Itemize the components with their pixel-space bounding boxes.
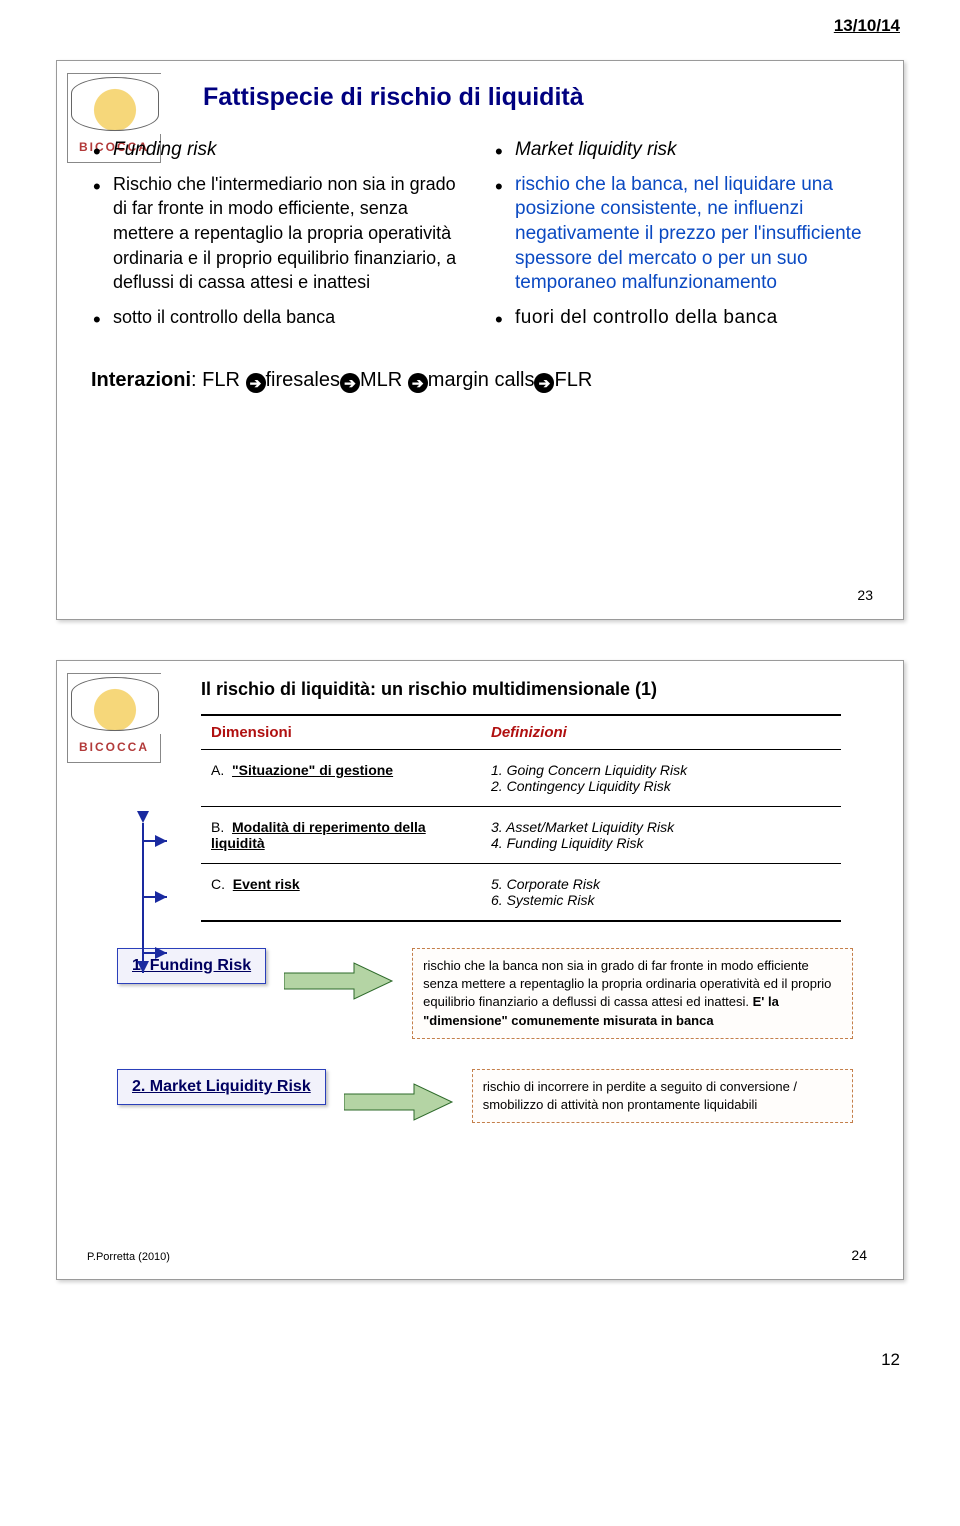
table-row: C. Event risk Corporate Risk Systemic Ri… — [201, 864, 841, 920]
row-c-lead: C. — [211, 876, 225, 892]
flr-2: FLR — [554, 369, 592, 391]
slide1-title: Fattispecie di rischio di liquidità — [203, 83, 869, 112]
firesales: firesales — [266, 369, 340, 391]
slide-2: BICOCCA Il rischio di liquidità: un risc… — [56, 660, 904, 1280]
slide2-title: Il rischio di liquidità: un rischio mult… — [201, 679, 873, 700]
market-risk-heading: Market liquidity risk — [515, 139, 677, 160]
row-c-text: Event risk — [233, 876, 300, 892]
market-risk-note: fuori del controllo della banca — [515, 307, 778, 328]
mlr: MLR — [360, 369, 402, 391]
market-risk-desc-text: rischio di incorrere in perdite a seguit… — [483, 1079, 797, 1112]
market-risk-body: rischio che la banca, nel liquidare una … — [515, 174, 862, 294]
document-page-number: 12 — [0, 1320, 960, 1390]
slide1-right-column: Market liquidity risk rischio che la ban… — [493, 138, 869, 341]
dimensions-table: Dimensioni Definizioni A. "Situazione" d… — [201, 714, 841, 922]
margin-calls: margin calls — [428, 369, 535, 391]
interactions-label: Interazioni — [91, 369, 191, 391]
footnote-citation: P.Porretta (2010) — [87, 1251, 170, 1263]
arrow-icon: ➔ — [340, 373, 360, 393]
arrow-icon — [344, 1079, 454, 1125]
col-definizioni: Definizioni — [481, 716, 841, 749]
def-contingency: Contingency Liquidity Risk — [491, 778, 831, 794]
slide1-pagenum: 23 — [857, 587, 873, 603]
arrow-icon: ➔ — [246, 373, 266, 393]
row-b-lead: B. — [211, 819, 224, 835]
arrow-icon — [284, 958, 394, 1004]
table-link-arrows — [139, 823, 163, 973]
market-risk-box: 2. Market Liquidity Risk — [117, 1069, 326, 1105]
arrow-icon: ➔ — [534, 373, 554, 393]
def-going-concern: Going Concern Liquidity Risk — [491, 762, 831, 778]
flr-1: FLR — [202, 369, 240, 391]
university-logo: BICOCCA — [67, 673, 161, 763]
slide1-left-column: Funding risk Rischio che l'intermediario… — [91, 138, 467, 341]
def-systemic: Systemic Risk — [491, 892, 831, 908]
col-dimensioni: Dimensioni — [201, 716, 481, 749]
slide-1: BICOCCA Fattispecie di rischio di liquid… — [56, 60, 904, 620]
row-a-text: "Situazione" di gestione — [232, 762, 393, 778]
def-funding: Funding Liquidity Risk — [491, 835, 831, 851]
def-asset-market: Asset/Market Liquidity Risk — [491, 819, 831, 835]
market-risk-desc: rischio di incorrere in perdite a seguit… — [472, 1069, 853, 1123]
arrow-icon: ➔ — [408, 373, 428, 393]
funding-risk-body: Rischio che l'intermediario non sia in g… — [113, 174, 456, 293]
funding-risk-row: 1. Funding Risk rischio che la banca non… — [117, 948, 853, 1039]
funding-risk-heading: Funding risk — [113, 139, 217, 160]
funding-risk-note: sotto il controllo della banca — [113, 307, 335, 327]
document-date: 13/10/14 — [0, 0, 960, 60]
table-row: B. Modalità di reperimento della liquidi… — [201, 807, 841, 864]
row-b-text: Modalità di reperimento della liquidità — [211, 819, 426, 851]
table-header: Dimensioni Definizioni — [201, 716, 841, 750]
market-risk-row: 2. Market Liquidity Risk rischio di inco… — [117, 1069, 853, 1125]
def-corporate: Corporate Risk — [491, 876, 831, 892]
funding-risk-desc: rischio che la banca non sia in grado di… — [412, 948, 853, 1039]
interactions-line: Interazioni: FLR ➔firesales➔MLR ➔margin … — [91, 369, 869, 394]
row-a-lead: A. — [211, 762, 224, 778]
table-row: A. "Situazione" di gestione Going Concer… — [201, 750, 841, 807]
slide2-pagenum: 24 — [851, 1247, 867, 1263]
